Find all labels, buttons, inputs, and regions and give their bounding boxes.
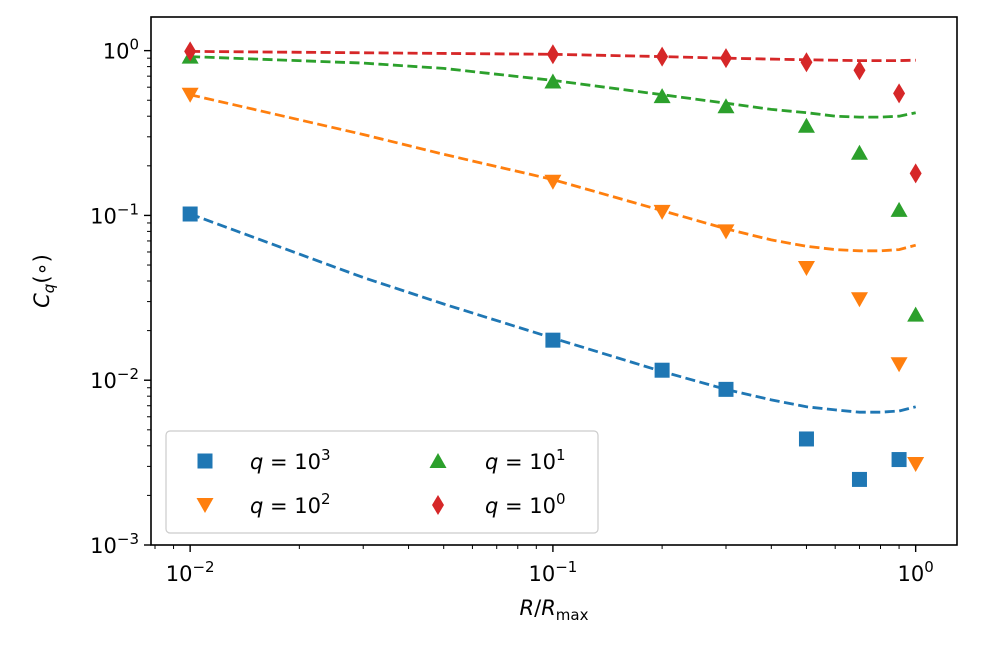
legend-label: q = 103: [250, 446, 331, 474]
y-axis-label: Cq(∘): [30, 254, 58, 308]
legend: q = 103 q = 102 q = 101 q = 100: [165, 430, 599, 534]
data-point: [654, 362, 670, 378]
data-point: [798, 431, 814, 447]
data-point: [184, 41, 197, 62]
data-point: [656, 46, 669, 67]
data-point: [717, 98, 735, 114]
data-point: [907, 306, 925, 322]
x-tick-label: 10−1: [528, 558, 577, 586]
legend-label: q = 101: [485, 446, 566, 474]
data-point: [717, 224, 735, 240]
data-point: [850, 144, 868, 160]
data-point: [850, 292, 868, 308]
fit-line: [189, 93, 917, 253]
data-point: [181, 87, 199, 103]
data-point: [909, 163, 922, 184]
fit-line: [190, 55, 916, 119]
x-axis-label: R/Rmax: [520, 596, 589, 624]
data-point: [545, 332, 561, 348]
legend-label: q = 100: [485, 490, 566, 518]
data-point: [182, 206, 198, 222]
data-point: [893, 83, 906, 104]
legend-marker: [432, 495, 444, 515]
y-tick-label: 100: [103, 36, 139, 64]
fit-line: [190, 50, 916, 62]
data-point: [653, 88, 671, 104]
legend-label: q = 102: [250, 490, 331, 518]
data-point: [719, 48, 732, 69]
y-tick-label: 10−1: [90, 200, 139, 228]
data-point: [907, 457, 925, 473]
data-point: [653, 204, 671, 220]
y-tick-label: 10−3: [90, 530, 139, 558]
data-point: [890, 201, 908, 217]
legend-marker: [196, 498, 214, 513]
data-point: [890, 357, 908, 373]
data-point: [797, 117, 815, 133]
y-tick-label: 10−2: [90, 365, 139, 393]
data-point: [546, 44, 559, 65]
x-tick-label: 10−2: [166, 558, 215, 586]
data-point: [800, 52, 813, 73]
data-point: [544, 73, 562, 89]
data-point: [544, 174, 562, 190]
data-point: [851, 471, 867, 487]
data-point: [797, 260, 815, 276]
fit-lines: [189, 50, 917, 414]
data-markers: [181, 41, 925, 487]
legend-marker: [429, 453, 447, 468]
fit-line: [189, 212, 917, 414]
x-axis-ticks: 10−2 10−1 100: [154, 545, 934, 586]
legend-box: [165, 430, 599, 534]
y-axis-ticks: 10−3 10−2 10−1 100: [90, 36, 151, 558]
data-point: [891, 452, 907, 468]
legend-marker: [197, 453, 213, 469]
x-tick-label: 100: [898, 558, 934, 586]
data-point: [718, 381, 734, 397]
data-point: [853, 60, 866, 81]
